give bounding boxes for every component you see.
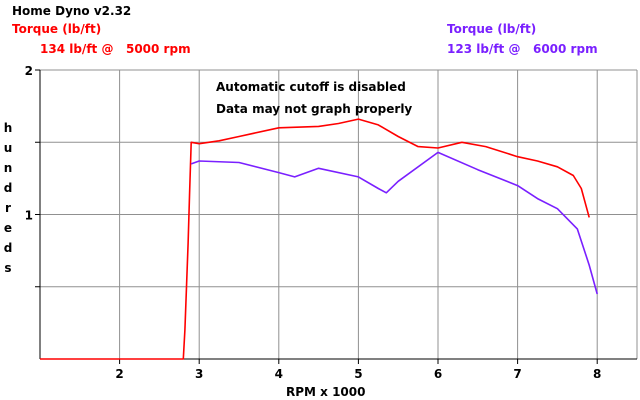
right-series-label: Torque (lb/ft) <box>447 22 537 36</box>
y-axis-label-letter: n <box>3 161 13 175</box>
chart-ticks: 2 3 4 5 6 7 8 1 2 <box>25 64 602 381</box>
y-axis-label-letter: d <box>3 181 13 195</box>
x-tick-label: 6 <box>434 367 442 381</box>
x-tick-label: 4 <box>275 367 283 381</box>
y-axis-label-letter: e <box>3 221 13 235</box>
right-series-readout: 123 lb/ft @ 6000 rpm <box>447 42 598 56</box>
y-axis-label-letter: r <box>5 201 11 215</box>
y-axis-label-letter: s <box>4 261 12 275</box>
left-series-label: Torque (lb/ft) <box>12 22 102 36</box>
annotation-warning: Data may not graph properly <box>216 102 412 116</box>
x-tick-label: 7 <box>513 367 521 381</box>
annotation-cutoff: Automatic cutoff is disabled <box>216 80 406 94</box>
series-line-red <box>40 118 590 360</box>
series-line-blue <box>190 151 598 295</box>
x-tick-label: 8 <box>593 367 601 381</box>
chart-grid <box>40 69 638 359</box>
x-tick-label: 3 <box>195 367 203 381</box>
x-tick-label: 5 <box>354 367 362 381</box>
x-tick-label: 2 <box>115 367 123 381</box>
left-series-readout: 134 lb/ft @ 5000 rpm <box>40 42 191 56</box>
app-title: Home Dyno v2.32 <box>12 4 132 18</box>
y-axis-label-letter: u <box>3 141 13 155</box>
chart-series <box>40 118 598 360</box>
y-axis-label-letter: h <box>3 121 13 135</box>
x-axis-label: RPM x 1000 <box>286 385 365 399</box>
y-axis-label-letter: d <box>3 241 13 255</box>
y-tick-label: 1 <box>25 209 33 223</box>
y-tick-label: 2 <box>25 64 33 78</box>
